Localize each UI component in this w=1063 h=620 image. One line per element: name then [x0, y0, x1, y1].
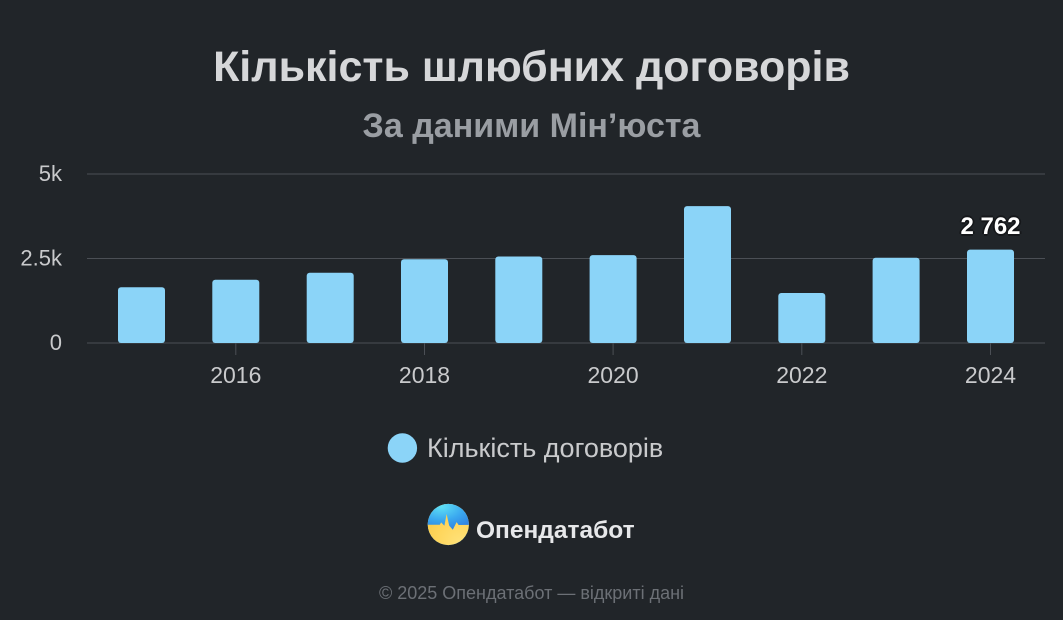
svg-text:0: 0	[50, 330, 62, 355]
svg-text:Опендатабот: Опендатабот	[476, 517, 635, 544]
svg-text:2 762: 2 762	[960, 213, 1020, 240]
svg-text:2022: 2022	[776, 362, 827, 388]
svg-text:Кількість договорів: Кількість договорів	[427, 433, 663, 463]
svg-text:2.5k: 2.5k	[20, 246, 63, 271]
svg-text:2016: 2016	[210, 362, 261, 388]
svg-text:2018: 2018	[399, 362, 450, 388]
svg-text:© 2025 Опендатабот — відкриті: © 2025 Опендатабот — відкриті дані	[379, 583, 684, 603]
svg-text:2024: 2024	[965, 362, 1016, 388]
svg-text:5k: 5k	[39, 161, 63, 186]
svg-text:2020: 2020	[588, 362, 639, 388]
